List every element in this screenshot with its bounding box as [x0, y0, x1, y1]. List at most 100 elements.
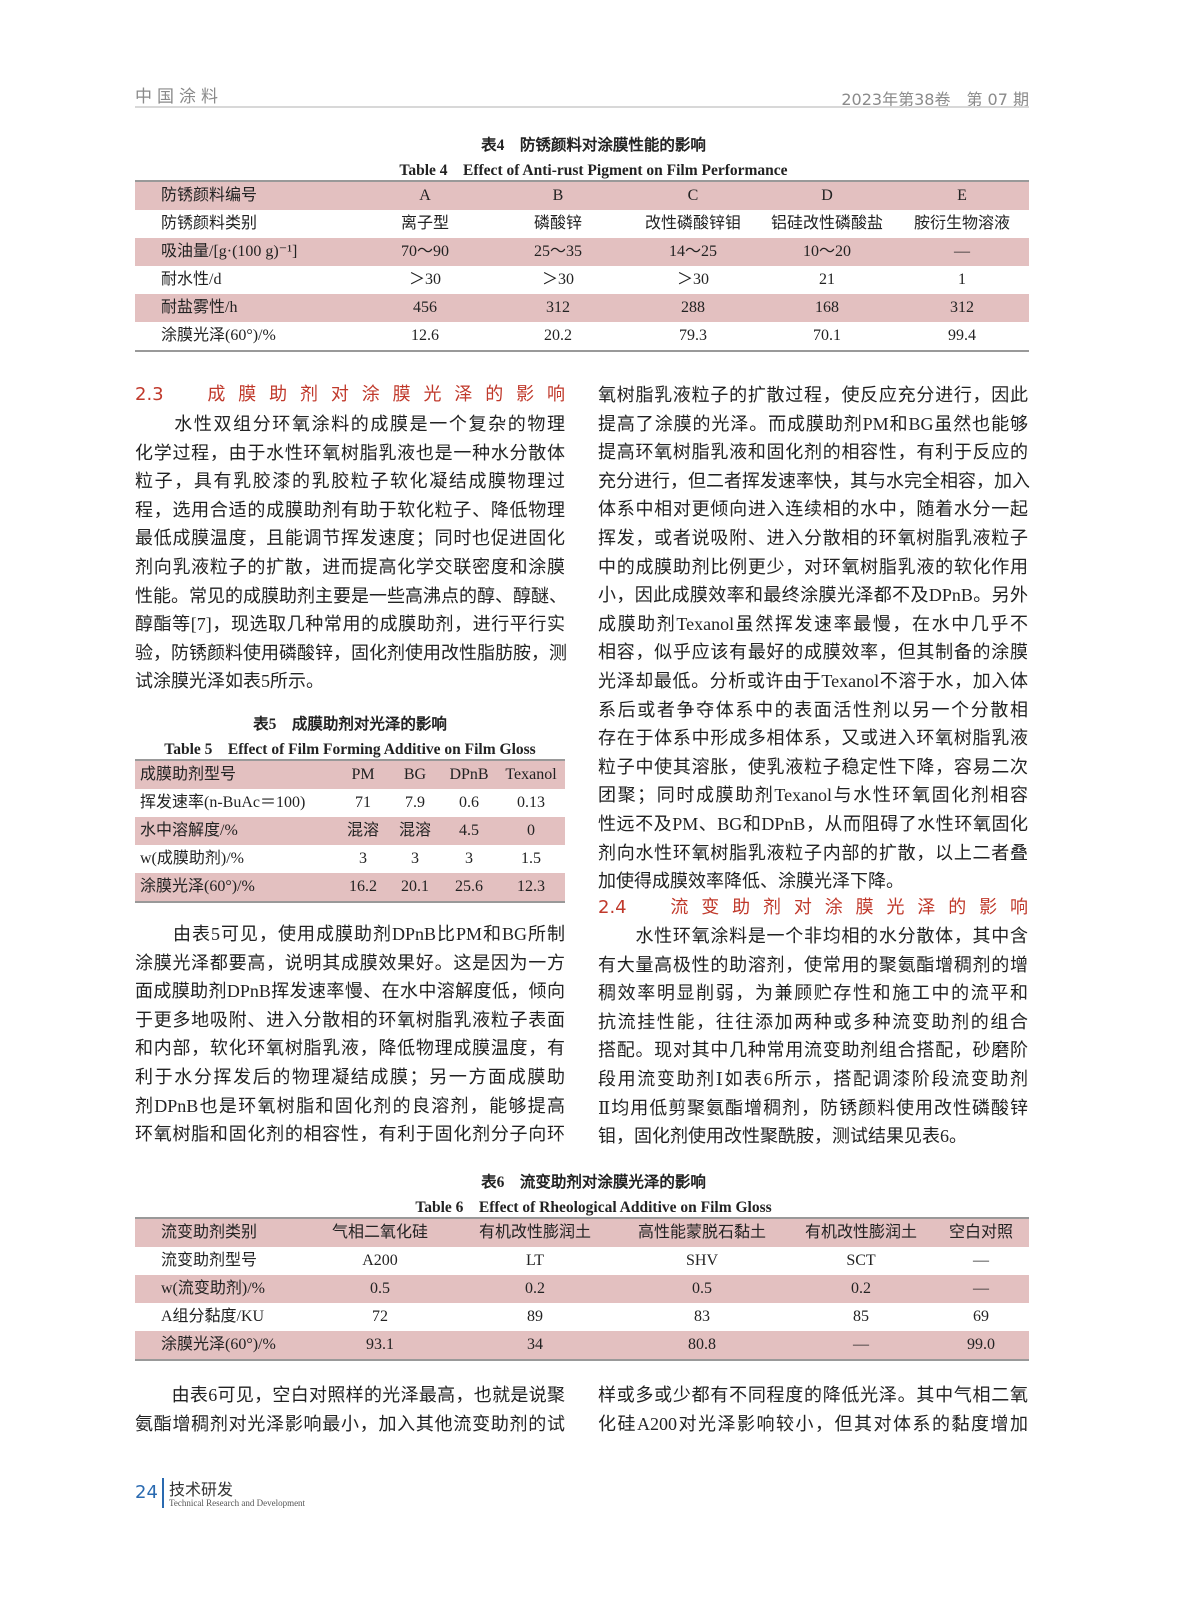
- table-row: 涂膜光泽(60°)/% 93.1 34 80.8 — 99.0: [135, 1331, 1029, 1359]
- table-cell: 有机改性膨润土: [804, 1224, 918, 1241]
- table-cell: C: [687, 187, 699, 204]
- table-cell: 85: [853, 1308, 869, 1325]
- table-cell: 12.6: [411, 327, 439, 344]
- footer-divider: [162, 1478, 164, 1508]
- table-cell: 25～35: [533, 243, 583, 260]
- table-row: 水中溶解度/% 混溶 混溶 4.5 0: [135, 817, 565, 845]
- table-cell: LT: [525, 1252, 545, 1269]
- row-label: 成膜助剂型号: [140, 766, 237, 783]
- table6-title-en: Table 6 Effect of Rheological Additive o…: [415, 1199, 772, 1216]
- text-line: 环氧树脂和固化剂的相容性，有利于固化剂分子向环: [135, 1124, 565, 1145]
- row-label: 涂膜光泽(60°)/%: [161, 1336, 276, 1353]
- table-cell: D: [821, 187, 833, 204]
- text-line: 验，防锈颜料使用磷酸锌，固化剂使用改性脂肪胺，测: [135, 642, 567, 663]
- text-line: 和内部，软化环氧树脂乳液，降低物理成膜温度，有: [135, 1038, 565, 1059]
- text-line: 样或多或少都有不同程度的降低光泽。其中气相二氧: [598, 1385, 1028, 1405]
- table-row: 防锈颜料类别 离子型 磷酸锌 改性磷酸锌钼 铝硅改性磷酸盐 胺衍生物溶液: [135, 210, 1029, 238]
- row-label: 耐盐雾性/h: [161, 299, 238, 316]
- table-cell: 1: [958, 271, 966, 288]
- table-cell: 1.5: [521, 850, 541, 867]
- text-line: 性能。常见的成膜助剂主要是一些高沸点的醇、醇醚、: [135, 585, 567, 606]
- text-line: 氧树脂乳液粒子的扩散过程，使反应充分进行，因此: [598, 385, 1028, 405]
- row-label: 防锈颜料编号: [161, 187, 258, 204]
- text-line: 由表5可见，使用成膜助剂DPnB比PM和BG所制: [135, 924, 565, 944]
- table-cell: 气相二氧化硅: [331, 1224, 429, 1241]
- text-line: 成膜助剂Texanol虽然挥发速率最慢，在水中几乎不: [598, 613, 1028, 634]
- text-line: 最低成膜温度，且能调节挥发速度；同时也促进固化: [135, 528, 565, 549]
- text-line: 化学过程，由于水性环氧树脂乳液也是一种水分散体: [135, 442, 565, 463]
- text-line: 挥发，或者说吸附、进入分散相的环氧树脂乳液粒子: [598, 528, 1028, 548]
- text-line: 存在于体系中形成多相体系，又或进入环氧树脂乳液: [598, 728, 1028, 749]
- text-line: 稠效率明显削弱，为兼顾贮存性和施工中的流平和: [598, 983, 1028, 1004]
- table-cell: A200: [362, 1252, 398, 1269]
- table-cell: 0.5: [370, 1280, 390, 1297]
- table-cell: ＞30: [541, 271, 575, 288]
- table-cell: A: [419, 187, 431, 204]
- text-line: 粒子，具有乳胶漆的乳胶粒子软化凝结成膜物理过: [135, 471, 565, 492]
- table-cell: 21: [819, 271, 835, 288]
- issue-info: 2023年第38卷 第 07 期: [841, 90, 1029, 109]
- text-line: 水性双组分环氧涂料的成膜是一个复杂的物理: [135, 414, 565, 434]
- table-cell: PM: [351, 766, 375, 783]
- table-cell: 胺衍生物溶液: [913, 215, 1011, 232]
- table-row: 耐盐雾性/h 456 312 288 168 312: [135, 294, 1029, 322]
- table5: 成膜助剂型号 PM BG DPnB Texanol 挥发速率(n-BuAc＝100) 71 7…: [135, 759, 565, 903]
- table-cell: SCT: [846, 1252, 876, 1269]
- table-cell: 83: [694, 1308, 710, 1325]
- table-cell: 168: [815, 299, 839, 316]
- table-cell: 离子型: [400, 215, 450, 232]
- text-line: 醇酯等[7]，现选取几种常用的成膜助剂，进行平行实: [135, 614, 565, 635]
- table-cell: 99.0: [967, 1336, 995, 1353]
- footer-section-en: Technical Research and Development: [169, 1498, 306, 1508]
- text-line: 抗流挂性能，往往添加两种或多种流变助剂的组合: [598, 1011, 1028, 1032]
- text-line: 系后或者争夺体系中的表面活性剂以另一个分散相: [598, 699, 1028, 720]
- text-line: 加使得成膜效率降低、涂膜光泽下降。: [598, 871, 904, 892]
- table-cell: 混溶: [346, 822, 380, 839]
- text-line: 程，选用合适的成膜助剂有助于软化粒子、降低物理: [135, 499, 565, 520]
- text-line: 剂向水性环氧树脂乳液粒子内部的扩散，以上二者叠: [598, 842, 1028, 863]
- text-line: 化硅A200对光泽影响较小，但其对体系的黏度增加: [598, 1413, 1028, 1434]
- table-cell: 混溶: [398, 822, 432, 839]
- footer-section-cn: 技术研发: [169, 1480, 234, 1499]
- table-cell: —: [973, 1252, 989, 1269]
- table-cell: —: [853, 1336, 869, 1353]
- table-cell: 70.1: [813, 327, 841, 344]
- text-line: 由表6可见，空白对照样的光泽最高，也就是说聚: [135, 1385, 565, 1405]
- text-line: 粒子中使其溶胀，使乳液粒子稳定性下降，容易二次: [598, 756, 1028, 777]
- text-line: 提高环氧树脂乳液和固化剂的相容性，有利于反应的: [598, 442, 1028, 463]
- table-row: 流变助剂型号 A200 LT SHV SCT —: [135, 1247, 1029, 1275]
- text-line: 提高了涂膜的光泽。而成膜助剂PM和BG虽然也能够: [598, 413, 1028, 434]
- table-row: 涂膜光泽(60°)/% 16.2 20.1 25.6 12.3: [135, 873, 565, 901]
- table6: 流变助剂类别 气相二氧化硅 有机改性膨润土 高性能蒙脱石黏土 有机改性膨润土 空白对照 流变…: [135, 1217, 1029, 1361]
- text-line: 充分进行，但二者挥发速率快，其与水完全相容，加入: [598, 470, 1030, 491]
- table-row: 涂膜光泽(60°)/% 12.6 20.2 79.3 70.1 99.4: [135, 322, 1029, 350]
- table-row: w(流变助剂)/% 0.5 0.2 0.5 0.2 —: [135, 1275, 1029, 1303]
- table-cell: 312: [950, 299, 974, 316]
- table-cell: 89: [527, 1308, 543, 1325]
- row-label: 流变助剂类别: [161, 1224, 258, 1241]
- table-row: 成膜助剂型号 PM BG DPnB Texanol: [135, 761, 565, 789]
- row-label: 水中溶解度/%: [140, 822, 238, 839]
- table-row: w(成膜助剂)/% 3 3 3 1.5: [135, 845, 565, 873]
- text-line: 剂DPnB也是环氧树脂和固化剂的良溶剂，能够提高: [135, 1095, 565, 1116]
- table-cell: 0.6: [459, 794, 479, 811]
- table-cell: 70～90: [400, 243, 450, 260]
- table-row: A组分黏度/KU 72 89 83 85 69: [135, 1303, 1029, 1331]
- table5-title-cn: 表5 成膜助剂对光泽的影响: [253, 716, 447, 733]
- table-cell: 0.5: [692, 1280, 712, 1297]
- header-divider: [135, 106, 1029, 108]
- text-line: 体系中相对更倾向进入连续相的水中，随着水分一起: [598, 499, 1028, 520]
- table-cell: B: [552, 187, 564, 204]
- table4-title-en: Table 4 Effect of Anti-rust Pigment on F…: [399, 162, 788, 179]
- text-line: 涂膜光泽都要高，说明其成膜效果好。这是因为一方: [135, 952, 565, 973]
- text-line: 有大量高极性的助溶剂，使常用的聚氨酯增稠剂的增: [598, 954, 1028, 975]
- table-cell: 14～25: [668, 243, 718, 260]
- table-cell: 71: [355, 794, 371, 811]
- table-cell: 16.2: [349, 878, 377, 895]
- journal-name: 中国涂料: [135, 87, 223, 107]
- table6-title-cn: 表6 流变助剂对涂膜光泽的影响: [481, 1174, 706, 1191]
- table-cell: 高性能蒙脱石黏土: [637, 1224, 767, 1241]
- table-cell: 456: [413, 299, 437, 316]
- table-cell: 有机改性膨润土: [478, 1224, 592, 1241]
